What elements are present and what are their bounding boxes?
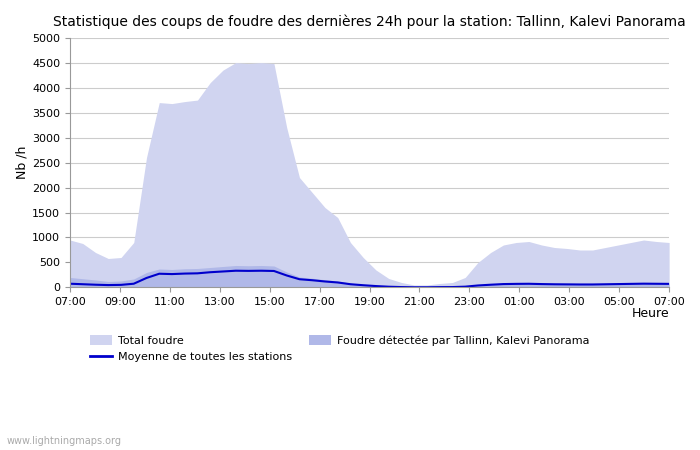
Text: Heure: Heure	[631, 307, 669, 320]
Y-axis label: Nb /h: Nb /h	[15, 146, 28, 179]
Title: Statistique des coups de foudre des dernières 24h pour la station: Tallinn, Kale: Statistique des coups de foudre des dern…	[53, 15, 686, 30]
Legend: Total foudre, Moyenne de toutes les stations, Foudre détectée par Tallinn, Kalev: Total foudre, Moyenne de toutes les stat…	[85, 330, 594, 366]
Text: www.lightningmaps.org: www.lightningmaps.org	[7, 436, 122, 446]
